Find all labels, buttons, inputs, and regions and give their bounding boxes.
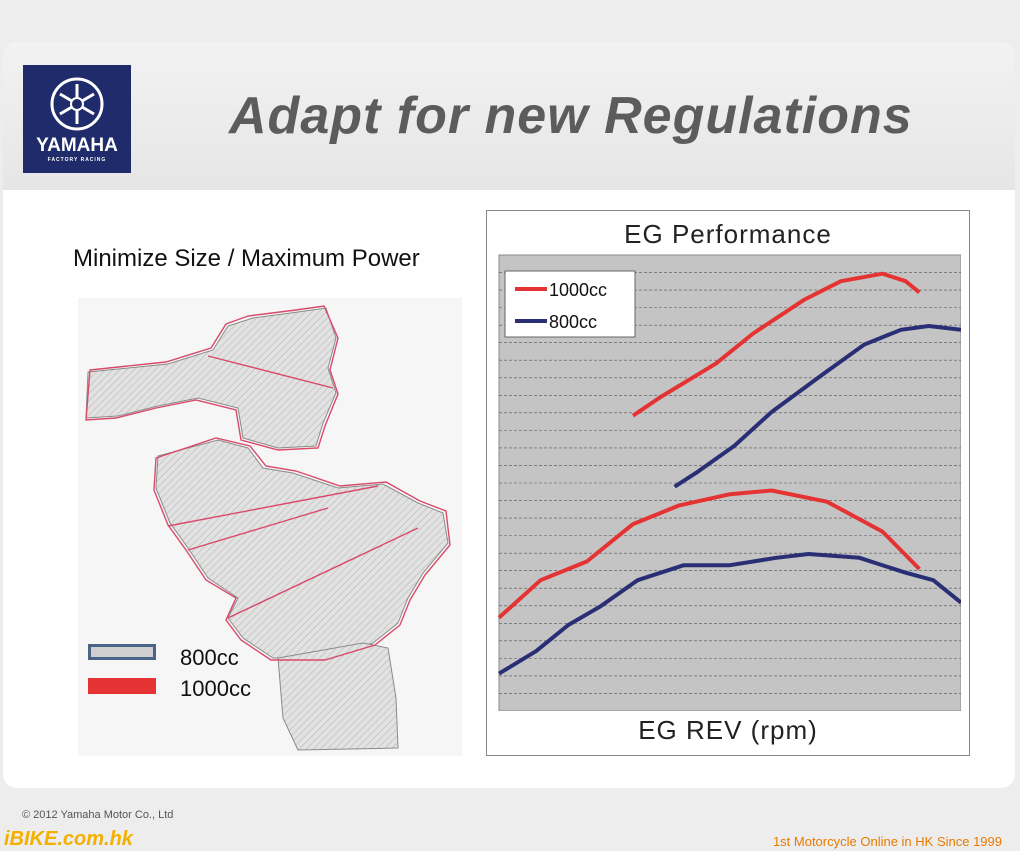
legend-label-800cc: 800cc: [549, 312, 597, 332]
tuning-fork-emblem-icon: [50, 77, 104, 131]
slide-header: YAMAHA FACTORY RACING Adapt for new Regu…: [3, 42, 1015, 190]
series-line-1000cc-upper: [631, 271, 921, 418]
logo-sub-text: FACTORY RACING: [47, 157, 107, 163]
yamaha-logo: YAMAHA FACTORY RACING: [23, 65, 131, 173]
copyright-text: © 2012 Yamaha Motor Co., Ltd: [22, 809, 174, 821]
page-title: Adapt for new Regulations: [229, 87, 913, 145]
performance-chart: EG Performance 1000cc 800cc EG REV (rpm): [486, 210, 970, 756]
site-logo[interactable]: iBIKE.com.hk: [4, 828, 133, 850]
engine-outline-drawing: [85, 305, 451, 751]
legend-label-1000cc: 1000cc: [180, 676, 251, 701]
chart-plot: 1000cc 800cc: [497, 254, 961, 711]
legend-label-800cc: 800cc: [180, 645, 239, 670]
chart-x-axis-label: EG REV (rpm): [638, 715, 818, 745]
slide: YAMAHA FACTORY RACING Adapt for new Regu…: [3, 42, 1015, 788]
legend-label-1000cc: 1000cc: [549, 280, 607, 300]
series-line-800cc-upper: [673, 324, 961, 489]
chart-legend-box: [504, 270, 636, 338]
chart-title: EG Performance: [624, 219, 832, 249]
series-line-1000cc-lower: [497, 488, 921, 620]
engine-section-heading: Minimize Size / Maximum Power: [73, 245, 420, 272]
logo-brand-text: YAMAHA: [36, 135, 118, 156]
series-line-800cc-lower: [497, 552, 961, 676]
legend-swatch-800cc: [88, 644, 156, 660]
site-tagline: 1st Motorcycle Online in HK Since 1999: [772, 834, 1002, 849]
legend-swatch-1000cc: [88, 678, 156, 694]
